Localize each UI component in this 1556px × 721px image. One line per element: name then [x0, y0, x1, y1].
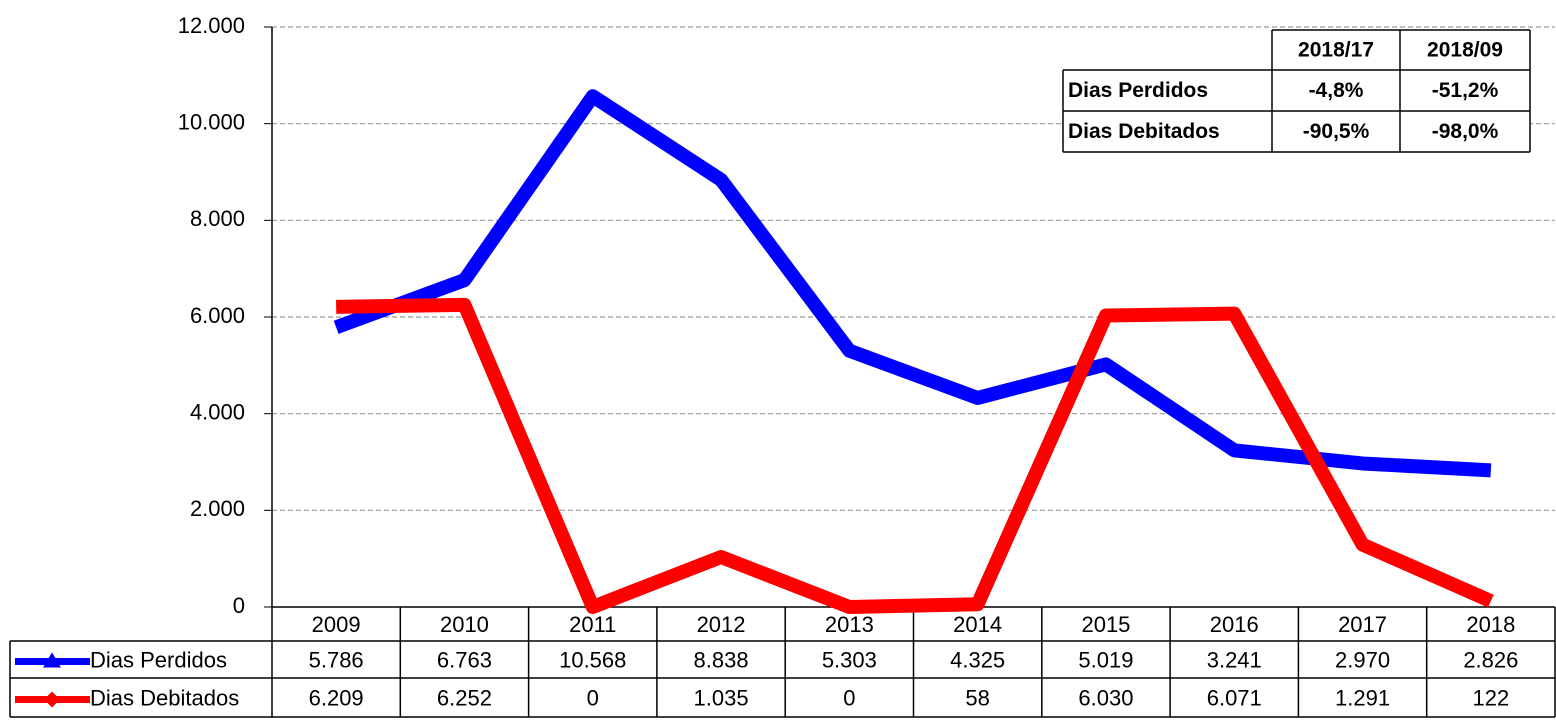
legend-label: Dias Debitados [90, 685, 239, 710]
x-tick-label: 2013 [825, 612, 874, 637]
data-label: 0 [843, 685, 855, 710]
summary-header: 2018/09 [1427, 39, 1503, 62]
data-label: 4.325 [950, 647, 1005, 672]
data-label: 0 [587, 685, 599, 710]
summary-row-label: Dias Debitados [1068, 120, 1220, 143]
summary-bg [1272, 30, 1530, 70]
x-tick-label: 2009 [312, 612, 361, 637]
data-label: 2.826 [1463, 647, 1518, 672]
data-label: 2.970 [1335, 647, 1390, 672]
x-tick-label: 2010 [440, 612, 489, 637]
series-line [333, 89, 1492, 478]
y-tick-label: 2.000 [190, 496, 245, 521]
y-tick-label: 10.000 [178, 109, 245, 134]
data-label: 6.071 [1207, 685, 1262, 710]
x-tick-label: 2014 [953, 612, 1002, 637]
data-label: 3.241 [1207, 647, 1262, 672]
x-tick-label: 2017 [1338, 612, 1387, 637]
data-label: 58 [965, 685, 989, 710]
data-label: 1.035 [694, 685, 749, 710]
summary-row-label: Dias Perdidos [1068, 79, 1208, 102]
x-tick-label: 2015 [1081, 612, 1130, 637]
data-label: 122 [1472, 685, 1509, 710]
data-label: 6.763 [437, 647, 492, 672]
data-label: 10.568 [559, 647, 626, 672]
legend-label: Dias Perdidos [90, 647, 227, 672]
data-label: 5.303 [822, 647, 877, 672]
series-line [336, 297, 1494, 614]
x-tick-label: 2012 [697, 612, 746, 637]
x-tick-label: 2016 [1210, 612, 1259, 637]
x-tick-label: 2018 [1466, 612, 1515, 637]
data-label: 5.019 [1078, 647, 1133, 672]
data-label: 5.786 [309, 647, 364, 672]
y-tick-label: 12.000 [178, 13, 245, 38]
legend-marker [43, 652, 61, 668]
legend-marker [44, 691, 60, 708]
y-tick-label: 0 [233, 593, 245, 618]
y-tick-label: 6.000 [190, 303, 245, 328]
summary-value: -90,5% [1303, 120, 1370, 143]
summary-value: -4,8% [1309, 79, 1364, 102]
x-tick-label: 2011 [569, 612, 616, 637]
data-label: 6.252 [437, 685, 492, 710]
data-label: 8.838 [694, 647, 749, 672]
y-tick-label: 8.000 [190, 206, 245, 231]
data-label: 6.209 [309, 685, 364, 710]
summary-value: -51,2% [1432, 79, 1499, 102]
data-label: 1.291 [1335, 685, 1390, 710]
y-tick-label: 4.000 [190, 399, 245, 424]
summary-header: 2018/17 [1298, 39, 1374, 62]
data-label: 6.030 [1078, 685, 1133, 710]
summary-value: -98,0% [1432, 120, 1499, 143]
